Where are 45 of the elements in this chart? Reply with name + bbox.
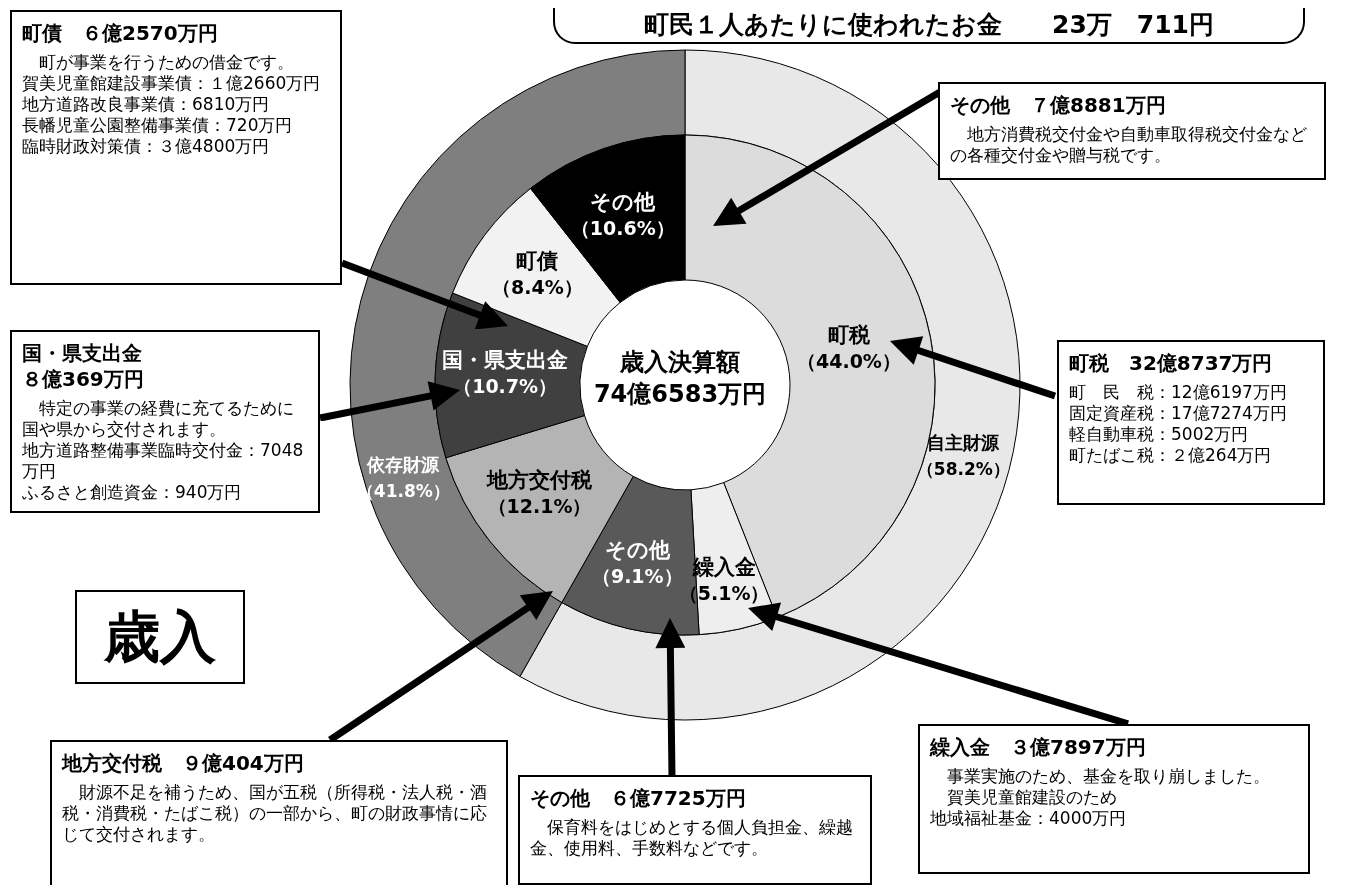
slice-label: 地方交付税 <box>486 467 594 492</box>
slice-label: 依存財源 <box>366 453 441 475</box>
text: 歳入決算額 <box>619 347 741 378</box>
text: 事業実施のため、基金を取り崩しました。 <box>946 766 1271 787</box>
chart-title: 町民１人あたりに使われたお金 23万 711円 <box>553 8 1305 44</box>
text: その他 ６億7725万円 <box>530 785 747 811</box>
text: 賀美児童館建設事業債：１億2660万円 <box>22 73 322 94</box>
text: 財源不足を補うため、国が五税（所得税・法人税・酒税・消費税・たばこ税）の一部から、町の財政事情に応じて交付されます。 <box>62 782 488 845</box>
data-label: （8.4%） <box>491 275 583 298</box>
text: ふるさと創造資金：940万円 <box>22 482 243 503</box>
text: 特定の事業の経費に充てるために国や県から交付されます。 <box>22 398 295 440</box>
text: 地域福祉基金：4000万円 <box>930 808 1128 829</box>
text: 長幡児童公園整備事業債：720万円 <box>22 115 294 136</box>
data-label: （10.7%） <box>453 374 558 397</box>
text: 歳入 <box>75 590 245 684</box>
text: 国・県支出金 <box>22 340 143 366</box>
text: 地方消費税交付金や自動車取得税交付金などの各種交付金や贈与税です。 <box>950 124 1308 166</box>
slice-label: その他 <box>590 189 657 214</box>
text: 地方交付税 ９億404万円 <box>62 750 305 776</box>
text: 固定資産税：17億7274万円 <box>1069 403 1288 424</box>
text: 軽自動車税：5002万円 <box>1069 424 1250 445</box>
text: 繰入金 ３億7897万円 <box>930 734 1147 760</box>
text: 町債 ６億2570万円 <box>22 20 219 46</box>
slice-label: その他 <box>604 538 671 563</box>
data-label: （41.8%） <box>356 480 450 501</box>
slice-label: 自主財源 <box>927 431 1001 453</box>
text: 74億6583万円 <box>592 379 768 410</box>
text: 保育料をはじめとする個人負担金、繰越金、使用料、手数料などです。 <box>530 817 854 859</box>
text: 町たばこ税：２億264万円 <box>1069 445 1273 466</box>
text: 町 民 税：12億6197万円 <box>1069 382 1288 403</box>
text: 臨時財政対策債：３億4800万円 <box>22 136 271 157</box>
data-label: （12.1%） <box>487 494 592 517</box>
slice-label: 町債 <box>516 248 559 273</box>
slice-label: 国・県支出金 <box>442 347 569 372</box>
text: 地方道路整備事業臨時交付金：7048万円 <box>22 440 305 482</box>
slice-label: 町税 <box>827 322 871 347</box>
text: 賀美児童館建設のため <box>946 787 1118 808</box>
text: その他 ７億8881万円 <box>950 92 1167 118</box>
data-label: （44.0%） <box>796 349 901 372</box>
data-label: （58.2%） <box>916 458 1010 479</box>
data-label: （10.6%） <box>570 216 675 239</box>
text: 町が事業を行うための借金です。 <box>38 52 295 73</box>
text: 町税 32億8737万円 <box>1069 350 1274 376</box>
text: ８億369万円 <box>22 366 145 392</box>
text: 地方道路改良事業債：6810万円 <box>22 94 271 115</box>
